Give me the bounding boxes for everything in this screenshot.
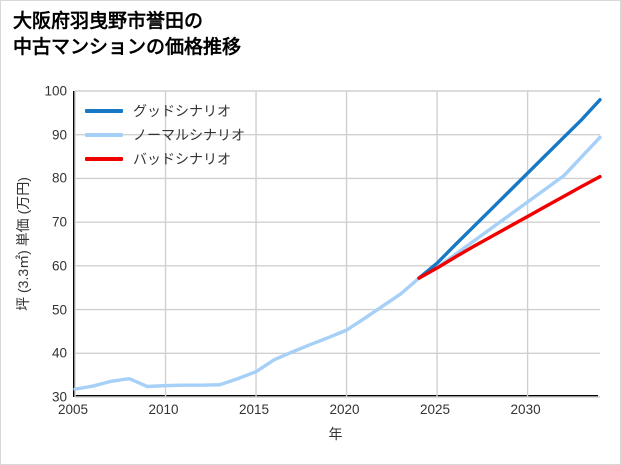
chart-legend: グッドシナリオ ノーマルシナリオ バッドシナリオ [79,95,253,175]
x-tick-label: 2030 [510,402,541,417]
series-line [417,174,602,280]
legend-item-label: ノーマルシナリオ [133,127,245,143]
plot-area [73,90,602,398]
y-tick-label: 30 [51,389,67,405]
x-axis-label: 年 [328,426,343,442]
legend-item: グッドシナリオ [85,99,245,123]
y-tick-label: 40 [51,345,67,361]
legend-color-swatch [85,109,123,113]
series-line [73,135,602,391]
y-tick-label: 90 [51,127,67,143]
y-tick-label: 100 [44,83,67,99]
legend-item-label: グッドシナリオ [133,103,231,119]
legend-color-swatch [85,157,123,161]
x-tick-label: 2005 [57,402,89,417]
y-axis-label: 坪 (3.3㎡) 単価 (万円) [15,177,31,311]
x-axis-tick-labels: 2005 2010 2015 2020 2025 2030 [58,402,598,422]
x-tick-label: 2025 [420,402,451,417]
x-tick-label: 2010 [148,402,179,417]
chart-title: 大阪府羽曳野市誉田の 中古マンションの価格推移 [13,11,242,58]
y-tick-label: 50 [51,302,67,318]
legend-color-swatch [85,133,123,137]
y-tick-label: 80 [51,170,67,186]
legend-item-label: バッドシナリオ [133,151,231,167]
series-line [417,98,602,280]
grid-lines [74,90,600,398]
y-axis-tick-labels: 30 40 50 60 70 80 90 100 [1,84,67,405]
data-series-lines [73,98,602,391]
x-tick-label: 2020 [329,402,360,417]
y-tick-label: 60 [51,258,67,274]
y-tick-label: 70 [51,214,67,230]
x-tick-label: 2015 [239,402,270,417]
legend-item: ノーマルシナリオ [85,123,245,147]
legend-item: バッドシナリオ [85,147,245,171]
